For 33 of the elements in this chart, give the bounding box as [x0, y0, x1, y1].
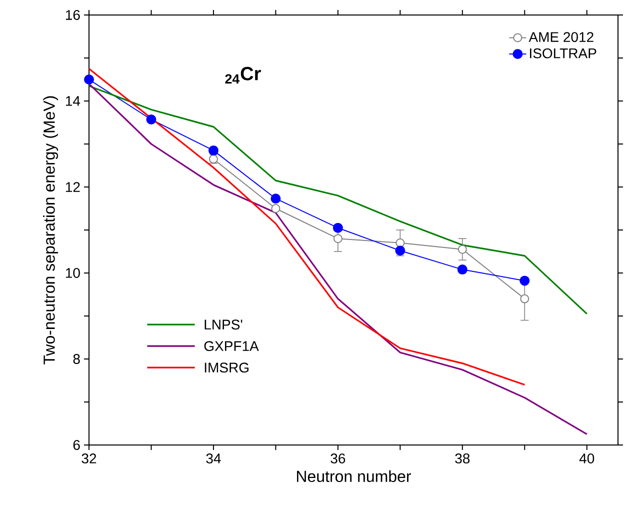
x-tick-label: 40: [579, 454, 594, 464]
point: [332, 222, 343, 233]
point: [271, 204, 280, 213]
x-tick-label: 32: [82, 454, 96, 464]
point: [520, 276, 530, 286]
legend-label: AME 2012: [528, 32, 594, 42]
legend-label: IMSRG: [204, 362, 248, 373]
point: [457, 264, 468, 275]
line-series: [89, 68, 526, 386]
legend-label: ISOLTRAP: [530, 48, 596, 58]
y-axis-title: Two-neutron separation energy (MeV): [43, 96, 58, 364]
legend-label: GXPF1A: [204, 341, 259, 352]
point: [146, 114, 156, 124]
y-tick-label: 8: [73, 354, 80, 364]
point: [333, 234, 342, 244]
point: [395, 246, 406, 256]
x-tick-label: 36: [330, 454, 346, 464]
point: [208, 145, 218, 156]
x-tick-label: 38: [455, 454, 470, 464]
y-tick-label: 6: [73, 440, 80, 450]
x-axis-title: Neutron number: [297, 470, 412, 482]
y-tick-label: 14: [66, 96, 80, 106]
line-series: [89, 85, 588, 315]
y-tick-label: 12: [66, 182, 80, 192]
annotation: $_{24}$Cr: [225, 66, 261, 84]
legend-label: LNPS': [204, 320, 242, 330]
y-tick-label: 16: [66, 10, 80, 20]
point: [458, 244, 467, 254]
x-tick-label: 34: [206, 454, 221, 464]
point: [520, 294, 530, 304]
y-tick-label: 10: [66, 268, 80, 278]
point: [270, 194, 281, 204]
point: [84, 74, 94, 84]
